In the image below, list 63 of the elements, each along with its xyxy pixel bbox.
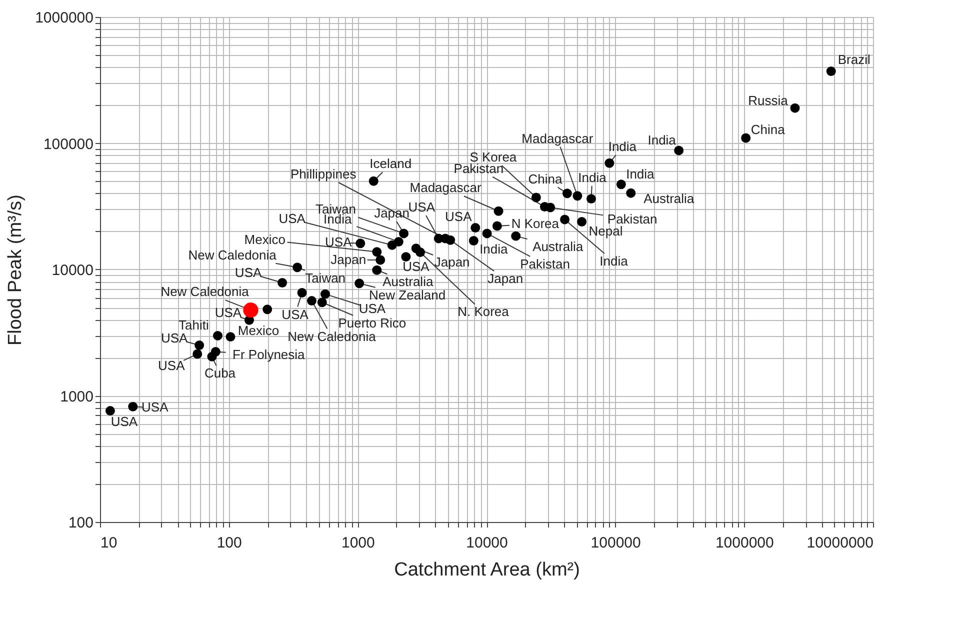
annotation: Taiwan — [305, 270, 346, 286]
annotation: Australia — [532, 239, 584, 254]
x-tick-label: 1000000 — [715, 534, 774, 552]
annotation: China — [750, 122, 786, 138]
x-axis-title: Catchment Area (km²) — [394, 560, 580, 580]
annotation: India — [480, 242, 509, 257]
x-tick-label: 10000 — [466, 534, 508, 552]
annotation: USA — [408, 200, 436, 215]
annotation: Phillippines — [290, 166, 357, 182]
annotation: Pakistan — [520, 256, 570, 272]
x-tick-label: 100000 — [590, 534, 641, 552]
annotation: Mexico — [238, 322, 280, 338]
annotation: Pakistan — [607, 211, 658, 226]
annotation: Puerto Rico — [338, 315, 406, 330]
annotation: Brazil — [838, 52, 870, 68]
y-tick-label: 100000 — [43, 136, 94, 153]
annotation: N. Korea — [458, 304, 510, 320]
annotation: New Zealand — [369, 287, 446, 302]
y-tick-label: 100 — [68, 514, 94, 532]
annotation: India — [578, 170, 608, 185]
annotation: Madagascar — [522, 130, 594, 146]
annotation: India — [648, 132, 677, 148]
annotation: USA — [142, 400, 169, 415]
x-tick-label: 100 — [216, 534, 242, 552]
annotation: India — [626, 166, 656, 182]
annotation: Japan — [434, 254, 470, 270]
annotation: USA — [110, 414, 138, 429]
annotation: Russia — [748, 93, 789, 108]
x-tick-label: 10 — [100, 534, 118, 552]
annotation: USA — [234, 264, 262, 280]
annotation: USA — [160, 330, 188, 346]
annotation: Australia — [644, 191, 695, 206]
annotation: India — [600, 253, 629, 268]
annotation: USA — [445, 208, 472, 224]
y-axis-title: Flood Peak (m³/s) — [5, 194, 26, 346]
annotation: Fr Polynesia — [232, 346, 306, 362]
annotation: Japan — [330, 252, 366, 267]
x-tick-label: 10000000 — [806, 534, 874, 552]
x-tick-label: 1000 — [341, 534, 375, 552]
annotation: New Caledonia — [160, 284, 250, 300]
annotation: USA — [158, 358, 186, 374]
annotation: Australia — [382, 274, 434, 290]
annotation: USA — [358, 301, 386, 316]
annotation: USA — [282, 306, 309, 322]
annotation: Cuba — [204, 366, 236, 381]
annotation: Japan — [488, 271, 524, 286]
annotation: New Caledonia — [188, 247, 278, 262]
annotation: New Caledonia — [288, 328, 377, 344]
annotation: USA — [325, 234, 352, 250]
annotation: N Korea — [511, 216, 560, 232]
annotation: Nepal — [588, 224, 623, 239]
annotation: USA — [402, 258, 430, 274]
annotation: India — [608, 139, 638, 154]
annotation: USA — [214, 305, 242, 320]
y-tick-label: 1000 — [60, 388, 94, 406]
annotation: China — [528, 171, 563, 186]
annotation: Mexico — [244, 232, 286, 247]
annotation: USA — [278, 211, 306, 226]
y-tick-label: 1000000 — [35, 10, 94, 26]
annotation: Iceland — [370, 156, 412, 172]
annotation: Tahiti — [178, 318, 210, 333]
annotation: Madagascar — [410, 180, 482, 196]
y-tick-label: 10000 — [52, 262, 94, 279]
